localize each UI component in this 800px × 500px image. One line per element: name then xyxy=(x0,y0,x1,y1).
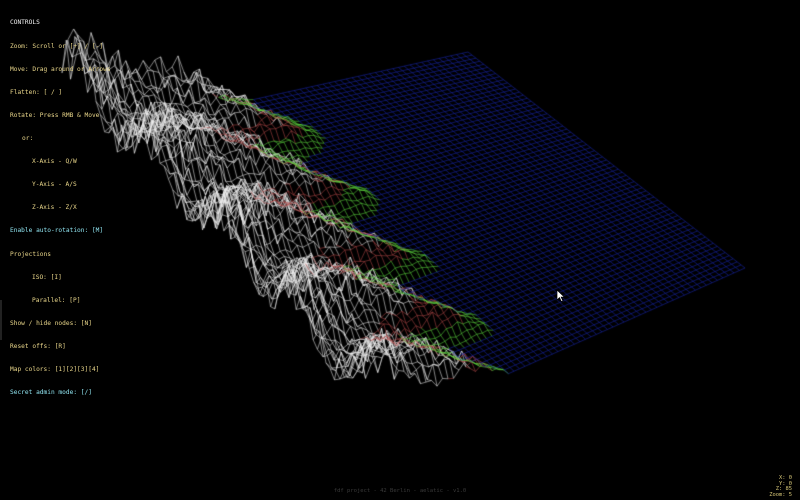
control-x-axis: X-Axis - Q/W xyxy=(32,158,77,166)
control-z-axis: Z-Axis - Z/X xyxy=(32,204,77,212)
footer-credit: fdf project - 42 Berlin - aelatic - v1.0 xyxy=(333,488,467,494)
stats-readout: X: 0 Y: 0 Z: 85 Zoom: 5 xyxy=(769,475,792,498)
control-auto-rotation: Enable auto-rotation: [M] xyxy=(10,227,104,235)
control-nodes: Show / hide nodes: [N] xyxy=(10,319,92,327)
stat-x: X: 0 xyxy=(779,475,792,481)
control-zoom: Zoom: Scroll or [+] / [-] xyxy=(10,42,104,50)
stat-zoom: Zoom: 5 xyxy=(769,491,792,498)
controls-panel: CONTROLS Zoom: Scroll or [+] / [-] Move:… xyxy=(10,4,111,405)
control-iso: ISO: [I] xyxy=(32,273,62,281)
control-secret-admin: Secret admin mode: [/] xyxy=(10,389,92,397)
control-rotate-or: or: xyxy=(22,134,34,142)
window-edge xyxy=(0,300,2,340)
control-parallel: Parallel: [P] xyxy=(32,296,81,304)
control-flatten: Flatten: [ / ] xyxy=(10,88,63,96)
controls-title: CONTROLS xyxy=(10,19,40,27)
control-reset: Reset offs: [R] xyxy=(10,342,66,350)
control-y-axis: Y-Axis - A/S xyxy=(32,181,77,189)
control-move: Move: Drag around or Arrows xyxy=(10,65,111,73)
control-rotate: Rotate: Press RMB & Move xyxy=(10,111,100,119)
stat-y: Y: 0 xyxy=(779,480,792,487)
arrow-cursor-icon xyxy=(556,289,566,303)
control-projections: Projections xyxy=(10,250,51,258)
control-map-colors: Map colors: [1][2][3][4] xyxy=(10,366,100,374)
stat-z: Z: 85 xyxy=(775,486,792,493)
